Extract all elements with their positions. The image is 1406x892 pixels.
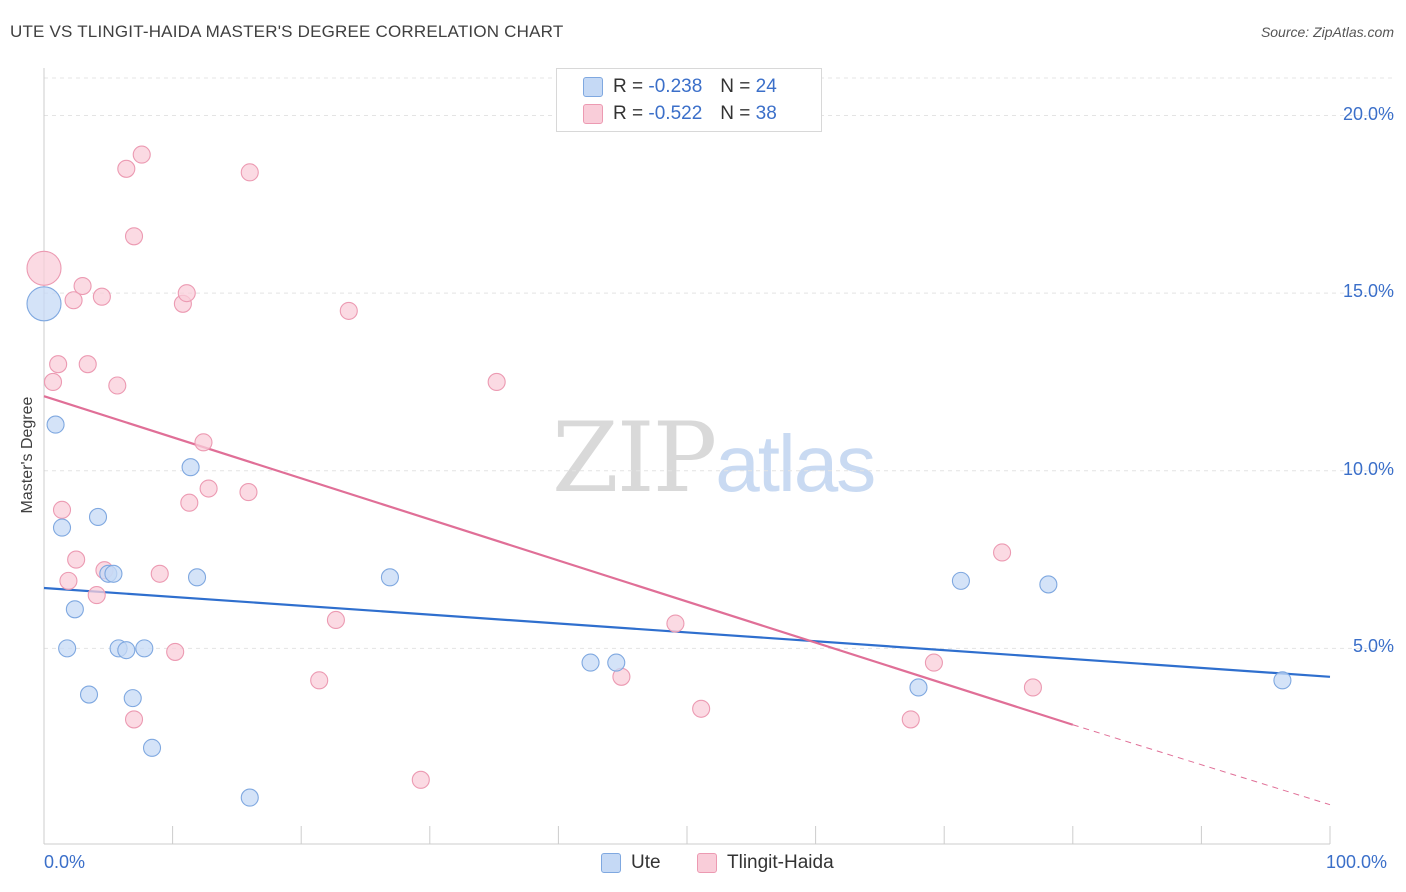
point-ute (951, 571, 970, 590)
point-ute (88, 507, 108, 526)
gridlines (44, 77, 1392, 649)
point-tlingit-haida (180, 493, 199, 512)
series-legend: Ute Tlingit-Haida (0, 852, 1406, 878)
point-ute (46, 415, 65, 434)
point-tlingit-haida (124, 710, 144, 729)
y-tick-label: 20.0% (1342, 103, 1394, 124)
legend-n-label: N = (720, 103, 751, 124)
point-ute (607, 653, 626, 672)
point-tlingit-haida (59, 571, 78, 590)
point-tlingit-haida (49, 355, 68, 374)
point-ute (65, 600, 84, 619)
data-points (26, 145, 1292, 807)
legend-swatch-tlingit-haida (697, 853, 717, 873)
point-tlingit-haida (411, 770, 430, 789)
point-ute (58, 639, 77, 658)
point-tlingit-haida (177, 284, 196, 303)
point-ute (52, 518, 72, 537)
point-tlingit-haida (666, 614, 685, 633)
legend-label-ute: Ute (631, 852, 661, 873)
legend-r-label: R = (613, 103, 644, 124)
point-tlingit-haida (43, 372, 63, 392)
point-ute (1039, 575, 1058, 594)
axes (43, 68, 1331, 845)
legend-r-label: R = (613, 76, 644, 97)
watermark: ZIPatlas (552, 402, 876, 514)
point-tlingit-haida (108, 376, 127, 395)
legend-row-tlingit-haida: R = -0.522 N = 38 (583, 102, 777, 126)
point-tlingit-haida (692, 699, 711, 718)
point-tlingit-haida (166, 642, 185, 661)
point-ute (581, 653, 600, 672)
point-tlingit-haida (26, 250, 62, 286)
point-ute (26, 286, 62, 322)
point-tlingit-haida (901, 710, 920, 729)
legend-label-tlingit-haida: Tlingit-Haida (727, 852, 834, 873)
point-ute (909, 678, 928, 697)
point-tlingit-haida (924, 653, 943, 672)
point-tlingit-haida (64, 291, 83, 310)
correlation-legend: R = -0.238 N = 24 R = -0.522 N = 38 (556, 68, 822, 132)
y-tick-label: 15.0% (1342, 281, 1394, 302)
point-tlingit-haida (1023, 678, 1042, 697)
legend-swatch-tlingit-haida (583, 104, 603, 124)
source-credit: Source: ZipAtlas.com (1260, 24, 1394, 40)
point-tlingit-haida (993, 543, 1012, 562)
point-tlingit-haida (67, 550, 86, 569)
point-tlingit-haida (124, 227, 144, 246)
trend-lines (43, 395, 1331, 806)
point-ute (142, 738, 162, 757)
point-ute (79, 685, 99, 704)
point-tlingit-haida (52, 500, 72, 519)
point-tlingit-haida (87, 586, 106, 605)
legend-swatch-ute (601, 853, 621, 873)
legend-r-value: -0.238 (648, 76, 703, 97)
legend-row-ute: R = -0.238 N = 24 (583, 75, 777, 99)
point-ute (181, 458, 200, 477)
point-ute (104, 564, 123, 583)
point-tlingit-haida (339, 301, 358, 320)
point-tlingit-haida (117, 159, 136, 178)
y-tick-label: 5.0% (1352, 636, 1394, 657)
trend-line-extension-tlingit-haida (1072, 724, 1331, 806)
legend-n-value: 38 (755, 103, 777, 124)
point-ute (117, 641, 136, 660)
point-tlingit-haida (194, 433, 213, 452)
x-tick-label-max: 100.0% (1326, 852, 1388, 872)
trend-line-tlingit-haida (43, 395, 1074, 726)
legend-swatch-ute (583, 77, 603, 97)
legend-item-ute: Ute (601, 852, 661, 874)
legend-n-label: N = (720, 76, 751, 97)
y-tick-label: 10.0% (1342, 458, 1394, 479)
point-tlingit-haida (199, 479, 218, 498)
point-ute (1273, 671, 1292, 690)
point-tlingit-haida (78, 355, 97, 374)
legend-n-value: 24 (755, 76, 777, 97)
y-axis-label: Master's Degree (19, 396, 36, 514)
point-ute (187, 568, 207, 587)
point-tlingit-haida (150, 564, 169, 583)
point-tlingit-haida (92, 287, 111, 306)
chart-title: UTE VS TLINGIT-HAIDA MASTER'S DEGREE COR… (10, 22, 564, 41)
point-tlingit-haida (326, 610, 345, 630)
point-ute (240, 788, 259, 807)
point-tlingit-haida (310, 671, 329, 690)
point-ute (123, 689, 142, 708)
x-tick-label-min: 0.0% (44, 852, 86, 872)
point-tlingit-haida (487, 372, 506, 392)
legend-item-tlingit-haida: Tlingit-Haida (697, 852, 834, 874)
legend-r-value: -0.522 (648, 103, 703, 124)
point-tlingit-haida (240, 163, 259, 182)
watermark-zip: ZIP (552, 402, 717, 514)
point-ute (380, 568, 399, 587)
point-tlingit-haida (132, 145, 151, 164)
point-ute (135, 639, 154, 658)
point-tlingit-haida (73, 276, 92, 296)
watermark-atlas: atlas (715, 419, 876, 508)
trend-line-ute (43, 586, 1331, 678)
point-tlingit-haida (239, 483, 258, 502)
